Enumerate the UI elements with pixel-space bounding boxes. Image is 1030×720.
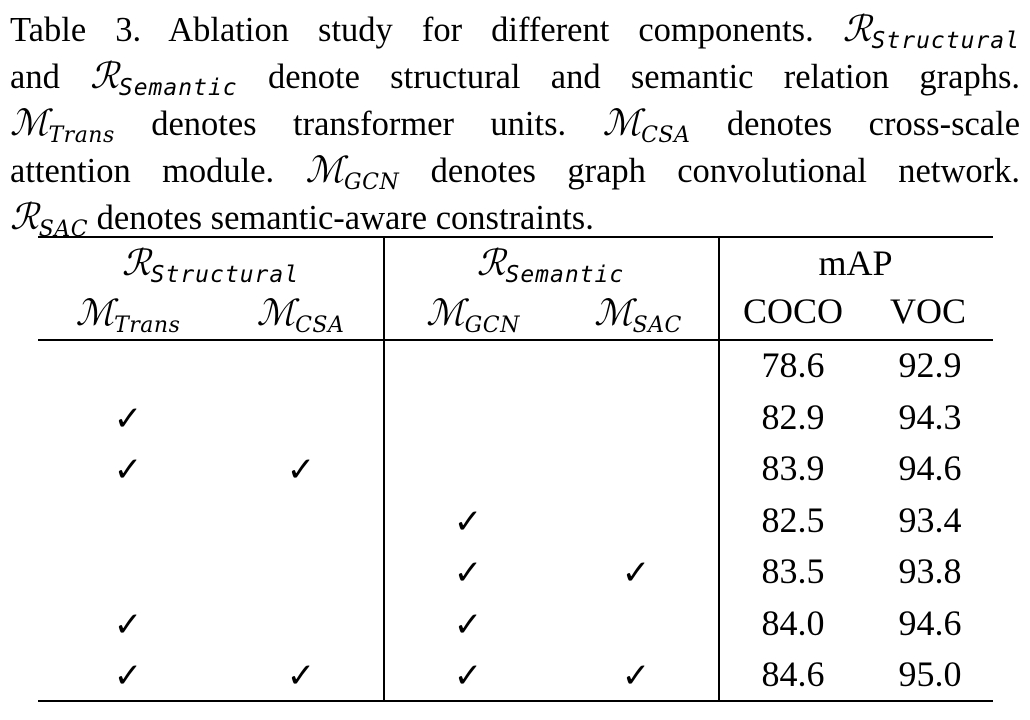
- check-mark: ✓: [621, 656, 651, 696]
- header-map: mAP: [718, 242, 993, 284]
- header-label: VOC: [889, 291, 966, 331]
- check-mark: ✓: [453, 656, 483, 696]
- table-caption: Table 3. Ablation study for different co…: [10, 6, 1021, 242]
- header-sac: ℳSAC: [563, 292, 713, 338]
- caption-text: denotes cross-scale: [726, 105, 1021, 143]
- caption-line-1: Table 3. Ablation study for different co…: [10, 6, 1021, 54]
- coco-value: 83.5: [761, 551, 825, 591]
- voc-value: 93.8: [898, 551, 962, 591]
- header-voc: VOC: [873, 290, 983, 332]
- top-rule: [38, 236, 993, 238]
- math-symbol-m: ℳ: [594, 293, 633, 334]
- math-subscript: Semantic: [505, 262, 625, 288]
- math-symbol-r: ℛ: [121, 243, 151, 284]
- caption-text: denotes semantic-aware constraints.: [96, 199, 594, 237]
- header-label: COCO: [742, 291, 844, 331]
- math-subscript: Structural: [871, 28, 1021, 54]
- caption-text: Table 3. Ablation study for different co…: [10, 11, 814, 49]
- header-label: mAP: [818, 243, 893, 283]
- math-subscript: Semantic: [118, 75, 238, 101]
- math-subscript: CSA: [295, 313, 345, 338]
- caption-line-3: ℳTrans denotes transformer units. ℳCSA d…: [10, 100, 1021, 148]
- check-mark: ✓: [621, 553, 651, 593]
- caption-text: and: [10, 58, 60, 96]
- check-mark: ✓: [113, 450, 143, 490]
- check-mark: ✓: [453, 501, 483, 542]
- math-subscript: GCN: [344, 170, 400, 195]
- math-symbol-r: ℛ: [476, 243, 506, 284]
- header-trans: ℳTrans: [48, 292, 208, 338]
- math-subscript: GCN: [464, 313, 520, 338]
- math-subscript: Structural: [150, 262, 300, 288]
- header-gcn: ℳGCN: [393, 292, 553, 338]
- header-structural: ℛStructural: [38, 242, 383, 288]
- column-divider: [383, 236, 385, 702]
- math-subscript: Trans: [114, 313, 181, 338]
- caption-line-4: attention module. ℳGCN denotes graph con…: [10, 147, 1020, 195]
- coco-value: 83.9: [761, 448, 825, 488]
- check-mark: ✓: [453, 604, 483, 645]
- coco-value: 84.6: [761, 654, 825, 694]
- math-symbol-m: ℳ: [426, 293, 465, 334]
- check-mark: ✓: [113, 604, 143, 645]
- check-mark: ✓: [286, 450, 316, 490]
- coco-value: 84.0: [761, 602, 825, 643]
- math-symbol-r: ℛ: [90, 56, 119, 97]
- math-symbol-r: ℛ: [10, 197, 39, 238]
- voc-value: 94.6: [898, 602, 962, 643]
- math-subscript: Trans: [48, 123, 115, 148]
- header-coco: COCO: [728, 290, 858, 332]
- check-mark: ✓: [453, 553, 483, 593]
- check-mark: ✓: [113, 656, 143, 696]
- voc-value: 94.6: [898, 448, 962, 488]
- header-semantic: ℛSemantic: [383, 242, 718, 288]
- voc-value: 94.3: [898, 396, 962, 437]
- math-symbol-r: ℛ: [842, 9, 872, 50]
- column-divider: [718, 236, 720, 702]
- header-csa: ℳCSA: [228, 292, 373, 338]
- math-subscript: CSA: [641, 123, 691, 148]
- math-subscript: SAC: [38, 217, 89, 242]
- math-symbol-m: ℳ: [602, 103, 642, 144]
- bottom-rule: [38, 700, 993, 702]
- voc-value: 95.0: [898, 654, 962, 694]
- check-mark: ✓: [286, 656, 316, 696]
- check-mark: ✓: [113, 398, 143, 439]
- coco-value: 82.5: [761, 499, 825, 540]
- coco-value: 82.9: [761, 396, 825, 437]
- header-rule: [38, 339, 993, 341]
- math-symbol-m: ℳ: [10, 103, 49, 144]
- caption-text: denote structural and semantic relation …: [267, 58, 1021, 96]
- voc-value: 93.4: [898, 499, 962, 540]
- math-subscript: SAC: [632, 313, 682, 338]
- caption-line-2: and ℛSemantic denote structural and sema…: [10, 53, 1021, 101]
- math-symbol-m: ℳ: [305, 150, 345, 191]
- coco-value: 78.6: [761, 345, 825, 385]
- caption-text: denotes graph convolutional network.: [430, 152, 1020, 190]
- voc-value: 92.9: [898, 345, 962, 385]
- caption-line-5: ℛSAC denotes semantic-aware constraints.: [10, 194, 1020, 242]
- math-symbol-m: ℳ: [75, 293, 115, 334]
- ablation-table: ℛStructural ℛSemantic mAP ℳTrans ℳCSA ℳG…: [38, 236, 993, 702]
- caption-text: attention module.: [10, 152, 275, 190]
- caption-text: denotes transformer units.: [151, 105, 567, 143]
- math-symbol-m: ℳ: [256, 293, 296, 334]
